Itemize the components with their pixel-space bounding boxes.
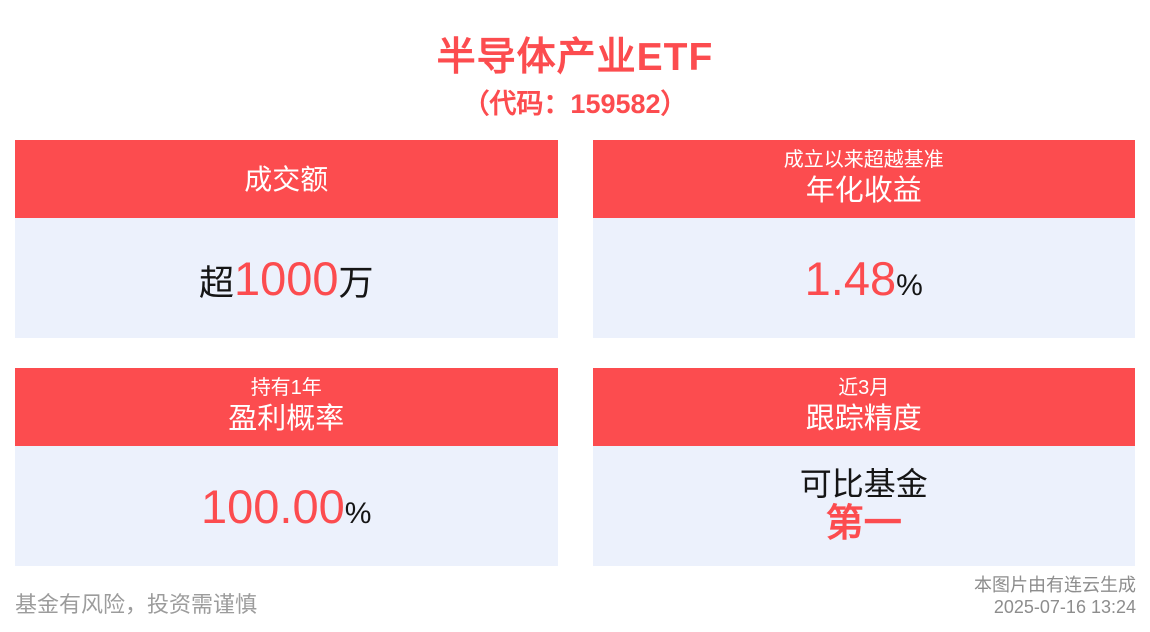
card-turnover-header: 成交额 [15, 140, 558, 218]
card-tracking-precision: 近3月 跟踪精度 可比基金 第一 [592, 368, 1135, 566]
card-header-title: 成交额 [244, 163, 329, 195]
turnover-value: 超1000万 [199, 255, 374, 302]
card-profit-probability-body: 100.00% [15, 446, 558, 566]
stats-grid: 成交额 超1000万 成立以来超越基准 年化收益 1.48% 持 [15, 140, 1135, 566]
card-profit-probability-header: 持有1年 盈利概率 [15, 368, 558, 446]
value-number: 100.00 [201, 479, 345, 533]
profit-probability-value: 100.00% [201, 483, 371, 530]
card-header-title: 跟踪精度 [805, 403, 922, 436]
fund-code-subtitle: （代码：159582） [462, 89, 688, 119]
annualized-return-value: 1.48% [805, 255, 923, 302]
card-header-subtitle: 持有1年 [250, 377, 322, 400]
value-suffix: % [896, 268, 923, 302]
page-title: 半导体产业ETF [436, 36, 714, 79]
risk-disclaimer: 基金有风险，投资需谨慎 [15, 592, 258, 617]
card-header-subtitle: 近3月 [838, 377, 890, 400]
card-tracking-precision-body: 可比基金 第一 [592, 446, 1135, 566]
generation-credit: 本图片由有连云生成 2025-07-16 13:24 [974, 575, 1136, 619]
card-header-title: 年化收益 [805, 175, 922, 208]
tracking-value-line2: 第一 [825, 502, 902, 545]
value-prefix: 超 [198, 263, 234, 303]
card-turnover-body: 超1000万 [15, 218, 558, 338]
value-suffix: % [344, 496, 372, 530]
credit-source: 本图片由有连云生成 [974, 575, 1136, 596]
card-annualized-return-body: 1.48% [592, 218, 1135, 338]
card-tracking-precision-header: 近3月 跟踪精度 [592, 368, 1135, 446]
tracking-value-line1: 可比基金 [799, 465, 928, 502]
card-annualized-return: 成立以来超越基准 年化收益 1.48% [592, 140, 1135, 338]
credit-timestamp: 2025-07-16 13:24 [993, 597, 1136, 618]
value-number: 1000 [233, 251, 339, 305]
card-profit-probability: 持有1年 盈利概率 100.00% [15, 368, 558, 566]
card-header-title: 盈利概率 [228, 403, 345, 436]
card-turnover: 成交额 超1000万 [15, 140, 558, 338]
card-annualized-return-header: 成立以来超越基准 年化收益 [592, 140, 1135, 218]
card-header-subtitle: 成立以来超越基准 [783, 149, 944, 172]
value-suffix: 万 [338, 263, 374, 303]
value-number: 1.48 [804, 251, 897, 305]
